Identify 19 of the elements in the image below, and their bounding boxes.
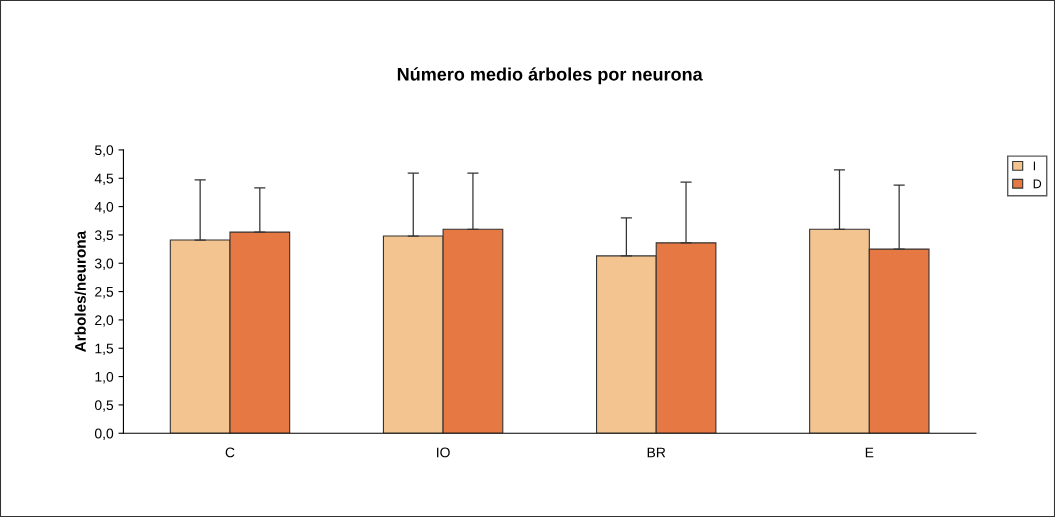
x-tick-label: E	[865, 447, 874, 458]
chart-title: Número medio árboles por neurona	[397, 67, 703, 85]
y-tick-label: 2,0	[95, 315, 114, 327]
y-tick-label: 2,5	[95, 286, 114, 299]
x-tick-label: IO	[437, 447, 450, 458]
y-tick-label: 0,0	[94, 428, 114, 441]
x-tick-label: C	[225, 447, 235, 458]
y-tick-label: 1,5	[95, 343, 114, 356]
legend-label: D	[1033, 179, 1042, 189]
legend-label: I	[1033, 161, 1036, 171]
y-tick-label: 4,5	[94, 173, 114, 186]
y-tick-label: 1,0	[95, 371, 114, 384]
y-tick-label: 3,5	[94, 230, 114, 242]
y-tick-label: 4,0	[94, 201, 114, 214]
x-tick-label: BR	[647, 447, 666, 458]
y-tick-label: 5,0	[94, 145, 114, 157]
y-tick-label: 0,5	[94, 400, 114, 412]
y-axis-title: Arboles/neurona	[74, 230, 86, 352]
y-tick-label: 3,0	[94, 258, 114, 271]
